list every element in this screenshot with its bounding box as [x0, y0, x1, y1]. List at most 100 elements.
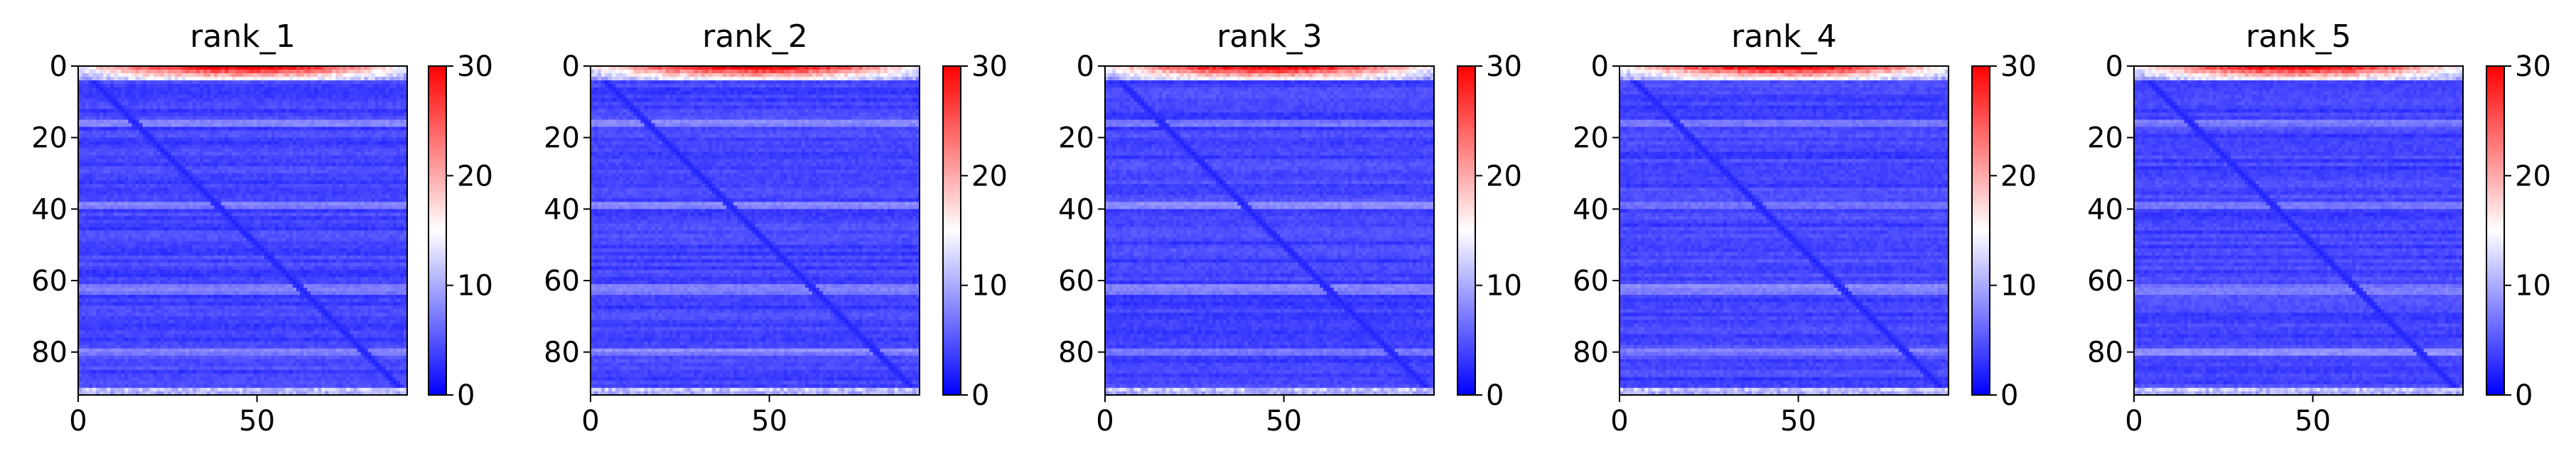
heatmap-cell [343, 91, 347, 95]
heatmap-cell [365, 87, 369, 92]
heatmap-cell [261, 94, 265, 99]
heatmap-cell [210, 77, 215, 81]
heatmap-cell [393, 87, 397, 92]
heatmap-cell [143, 94, 147, 99]
heatmap-cell [279, 91, 283, 95]
heatmap-cell [332, 70, 336, 74]
heatmap-cell [247, 77, 251, 81]
heatmap-cell [382, 77, 387, 81]
heatmap-cell [375, 77, 379, 81]
heatmap-cell [124, 98, 129, 102]
heatmap-cell [343, 70, 347, 74]
heatmap-cell [243, 87, 247, 92]
heatmap-cell [85, 80, 90, 85]
heatmap-cell [321, 73, 325, 77]
heatmap-cell [379, 87, 383, 92]
heatmap-cell [114, 70, 118, 74]
heatmap-cell [217, 98, 222, 102]
heatmap-cell [275, 80, 279, 85]
heatmap-cell [131, 80, 136, 85]
heatmap-cell [182, 77, 186, 81]
heatmap-cell [235, 94, 239, 99]
heatmap-cell [325, 94, 329, 99]
heatmap-cell [110, 91, 114, 95]
heatmap-cell [178, 73, 183, 77]
heatmap-cell [368, 77, 372, 81]
heatmap-cell [268, 70, 272, 74]
heatmap-cell [247, 87, 251, 92]
heatmap-cell [217, 77, 222, 81]
heatmap-cell [107, 94, 111, 99]
heatmap-cell [328, 70, 333, 74]
heatmap-cell [214, 98, 218, 102]
heatmap-cell [296, 80, 301, 85]
heatmap-cell [357, 98, 362, 102]
heatmap-cell [193, 73, 197, 77]
heatmap-cell [217, 73, 222, 77]
heatmap-cell [279, 87, 283, 92]
heatmap-cell [318, 70, 322, 74]
heatmap-cell [268, 94, 272, 99]
heatmap-cell [193, 77, 197, 81]
heatmap-cell [232, 73, 236, 77]
heatmap-cell [393, 70, 397, 74]
heatmap-cell [247, 94, 251, 99]
heatmap-cell [117, 84, 122, 88]
heatmap-cell [171, 87, 176, 92]
heatmap-cell [92, 87, 97, 92]
heatmap-cell [131, 77, 136, 81]
heatmap-cell [247, 98, 251, 102]
heatmap-cell [332, 84, 336, 88]
heatmap-cell [261, 87, 265, 92]
heatmap-cell [354, 73, 358, 77]
heatmap-cell [139, 70, 144, 74]
heatmap-cell [161, 73, 165, 77]
heatmap-cell [368, 98, 372, 102]
heatmap-cell [289, 80, 293, 85]
heatmap-cell [332, 91, 336, 95]
heatmap-cell [346, 87, 350, 92]
heatmap-cell [354, 91, 358, 95]
heatmap-cell [235, 98, 239, 102]
heatmap-cell [303, 87, 308, 92]
heatmap-cell [185, 91, 190, 95]
heatmap-cell [114, 91, 118, 95]
heatmap-cell [275, 70, 279, 74]
heatmap-cell [235, 77, 239, 81]
heatmap-cell [325, 77, 329, 81]
heatmap-cell [268, 84, 272, 88]
heatmap-cell [346, 94, 350, 99]
heatmap-cell [210, 94, 215, 99]
heatmap-cell [157, 70, 161, 74]
heatmap-cell [121, 77, 125, 81]
heatmap-cell [314, 91, 318, 95]
heatmap-cell [139, 77, 144, 81]
heatmap-cell [293, 84, 297, 88]
heatmap-cell [228, 80, 232, 85]
heatmap-cell [175, 98, 179, 102]
heatmap-cell [153, 73, 158, 77]
heatmap-cell [314, 73, 318, 77]
heatmap-cell [300, 80, 304, 85]
heatmap-cell [150, 91, 154, 95]
heatmap-cell [182, 91, 186, 95]
heatmap-cell [275, 91, 279, 95]
heatmap-cell [92, 98, 97, 102]
heatmap-cell [379, 80, 383, 85]
heatmap-cell [239, 73, 243, 77]
heatmap-cell [325, 73, 329, 77]
heatmap-cell [182, 73, 186, 77]
heatmap-cell [282, 84, 286, 88]
heatmap-cell [332, 87, 336, 92]
heatmap-cell [157, 98, 161, 102]
heatmap-cell [250, 77, 254, 81]
heatmap-cell [389, 70, 394, 74]
heatmap-cell [300, 87, 304, 92]
heatmap-cell [85, 73, 90, 77]
heatmap-cell [178, 84, 183, 88]
heatmap-cell [271, 98, 276, 102]
heatmap-cell [171, 80, 176, 85]
heatmap-cell [107, 91, 111, 95]
heatmap-cell [343, 80, 347, 85]
heatmap-cell [335, 94, 340, 99]
